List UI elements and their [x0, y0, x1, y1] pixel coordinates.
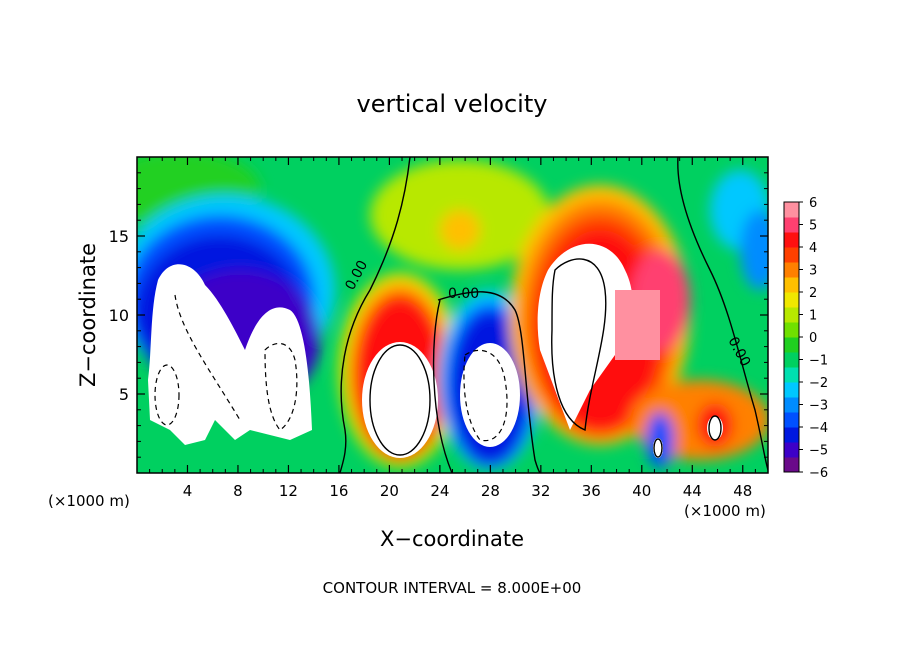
y-axis-label: Z−coordinate	[76, 243, 100, 387]
x-tick-label: 44	[683, 482, 702, 500]
contour-interval-note: CONTOUR INTERVAL = 8.000E+00	[323, 579, 582, 597]
x-tick-label: 28	[481, 482, 500, 500]
colorbar-tick-label: −4	[809, 421, 828, 436]
colorbar-tick-label: 6	[809, 196, 817, 211]
colorbar-swatch	[784, 382, 799, 398]
colorbar-swatch	[784, 457, 799, 473]
x-axis: 4 8 12 16 20 24 28 32 36 40 44 48	[149, 157, 756, 500]
x-axis-label: X−coordinate	[380, 527, 524, 551]
x-tick-label: 4	[183, 482, 193, 500]
x-tick-label: 48	[733, 482, 752, 500]
colorbar-swatch	[784, 352, 799, 368]
x-tick-label: 16	[329, 482, 348, 500]
colorbar-tick-label: −5	[809, 444, 828, 459]
colorbar: 6 5 4 3 2 1 0 −1 −2 −3 −4 −5 −6	[783, 196, 828, 481]
colorbar-swatch	[784, 247, 799, 263]
y-tick-label: 15	[109, 227, 129, 246]
colorbar-tick-label: 0	[809, 331, 817, 346]
colorbar-tick-label: 5	[809, 219, 817, 234]
y-tick-label: 5	[119, 385, 129, 404]
colorbar-swatch	[784, 202, 799, 218]
y-axis: 5 10 15	[109, 172, 768, 458]
x-unit-left: (×1000 m)	[48, 492, 130, 510]
saturated-cores	[148, 243, 723, 458]
colorbar-tick-label: 1	[809, 309, 817, 324]
colorbar-tick-label: −6	[809, 466, 828, 481]
contour-lines	[339, 157, 768, 473]
colorbar-swatch	[784, 217, 799, 233]
colorbar-swatch	[784, 307, 799, 323]
colorbar-tick-label: −1	[809, 354, 828, 369]
colorbar-swatch	[784, 277, 799, 293]
colorbar-swatch	[784, 337, 799, 353]
x-tick-label: 36	[582, 482, 601, 500]
chart-title: vertical velocity	[357, 90, 548, 118]
colorbar-swatch	[784, 442, 799, 458]
x-tick-label: 12	[279, 482, 298, 500]
negative-contours	[154, 294, 508, 442]
x-tick-label: 40	[632, 482, 651, 500]
colorbar-swatch	[784, 322, 799, 338]
colorbar-tick-label: −2	[809, 376, 828, 391]
colorbar-swatch	[784, 397, 799, 413]
y-tick-label: 10	[109, 306, 129, 325]
colorbar-swatch	[784, 427, 799, 443]
x-tick-label: 32	[531, 482, 550, 500]
x-tick-label: 20	[380, 482, 399, 500]
colorbar-tick-label: −3	[809, 399, 828, 414]
x-unit-right: (×1000 m)	[684, 502, 766, 520]
contour-label: 0.00	[448, 286, 479, 302]
colorbar-swatch	[784, 292, 799, 308]
colorbar-tick-label: 4	[809, 241, 817, 256]
colorbar-swatch	[784, 232, 799, 248]
colorbar-swatch	[784, 412, 799, 428]
colorbar-swatch	[784, 262, 799, 278]
colorbar-tick-label: 2	[809, 286, 817, 301]
x-tick-label: 8	[233, 482, 243, 500]
plot-area: 0.00 0.00 0.00	[137, 157, 768, 473]
colorbar-tick-label: 3	[809, 264, 817, 279]
x-tick-label: 24	[430, 482, 449, 500]
colorbar-swatch	[784, 367, 799, 383]
